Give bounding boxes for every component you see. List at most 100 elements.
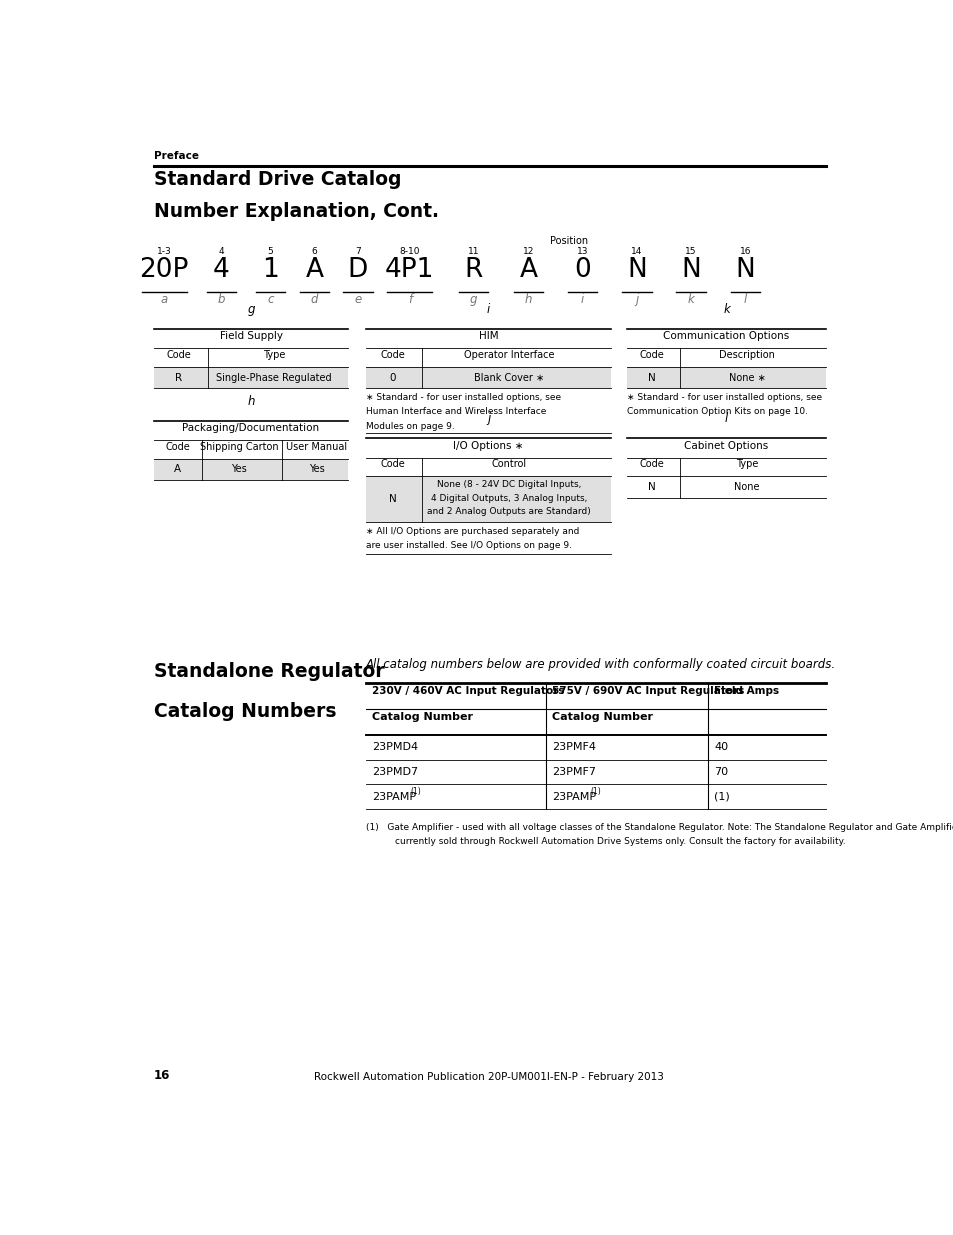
Text: Communication Options: Communication Options [662,331,789,341]
Text: Code: Code [639,459,663,469]
Text: k: k [687,293,694,306]
Text: e: e [354,293,361,306]
FancyBboxPatch shape [626,367,825,389]
Text: Packaging/Documentation: Packaging/Documentation [182,424,319,433]
Text: Type: Type [735,459,758,469]
Text: Standalone Regulator: Standalone Regulator [154,662,384,680]
Text: 23PMF7: 23PMF7 [551,767,595,777]
Text: 15: 15 [685,247,697,256]
Text: Cabinet Options: Cabinet Options [683,441,768,451]
Text: Type: Type [263,350,285,359]
Text: User Manual: User Manual [286,442,347,452]
Text: Catalog Numbers: Catalog Numbers [154,701,336,721]
FancyBboxPatch shape [154,458,348,480]
Text: Communication Option Kits on page 10.: Communication Option Kits on page 10. [626,408,807,416]
Text: D: D [348,257,368,283]
Text: g: g [469,293,476,306]
Text: Catalog Number: Catalog Number [551,711,652,721]
Text: Code: Code [167,350,192,359]
Text: Single-Phase Regulated: Single-Phase Regulated [216,373,332,383]
Text: R: R [175,373,182,383]
Text: Control: Control [491,459,526,469]
Text: All catalog numbers below are provided with conformally coated circuit boards.: All catalog numbers below are provided w… [365,658,835,671]
Text: i: i [486,303,490,316]
Text: None ∗: None ∗ [728,373,764,383]
Text: I/O Options ∗: I/O Options ∗ [453,441,523,451]
Text: N: N [680,257,700,283]
Text: l: l [743,293,746,306]
Text: 23PMF4: 23PMF4 [551,742,595,752]
Text: Code: Code [165,442,190,452]
Text: 40: 40 [714,742,728,752]
Text: 0: 0 [574,257,591,283]
Text: 23PAMP: 23PAMP [372,792,416,802]
Text: 11: 11 [467,247,478,256]
Text: 23PAMP: 23PAMP [551,792,596,802]
Text: Operator Interface: Operator Interface [463,350,554,359]
Text: 575V / 690V AC Input Regulators: 575V / 690V AC Input Regulators [551,685,743,695]
Text: N: N [626,257,646,283]
Text: k: k [722,303,729,316]
Text: h: h [524,293,532,306]
Text: l: l [724,412,727,425]
Text: (1): (1) [410,788,421,797]
Text: 4: 4 [218,247,224,256]
Text: Code: Code [380,459,405,469]
FancyBboxPatch shape [154,367,348,389]
Text: j: j [635,293,638,306]
Text: N: N [389,494,396,504]
Text: None: None [734,482,759,492]
Text: Code: Code [639,350,663,359]
Text: 16: 16 [154,1070,171,1082]
Text: Rockwell Automation Publication 20P-UM001I-EN-P - February 2013: Rockwell Automation Publication 20P-UM00… [314,1072,663,1082]
Text: 1: 1 [262,257,278,283]
Text: Human Interface and Wireless Interface: Human Interface and Wireless Interface [365,408,545,416]
Text: 1-3: 1-3 [156,247,172,256]
Text: 6: 6 [312,247,317,256]
Text: 70: 70 [714,767,728,777]
Text: A: A [518,257,537,283]
Text: Modules on page 9.: Modules on page 9. [365,421,454,431]
Text: 0: 0 [389,373,395,383]
Text: Blank Cover ∗: Blank Cover ∗ [474,373,543,383]
Text: Shipping Carton: Shipping Carton [200,442,278,452]
Text: Field Supply: Field Supply [219,331,282,341]
Text: and 2 Analog Outputs are Standard): and 2 Analog Outputs are Standard) [427,508,590,516]
Text: 14: 14 [631,247,642,256]
Text: ∗ Standard - for user installed options, see: ∗ Standard - for user installed options,… [626,393,821,403]
Text: (1): (1) [714,792,729,802]
Text: 13: 13 [577,247,588,256]
Text: 4: 4 [213,257,230,283]
Text: a: a [160,293,168,306]
Text: N: N [647,482,655,492]
FancyBboxPatch shape [365,367,611,389]
Text: 7: 7 [355,247,360,256]
Text: j: j [486,412,490,425]
Text: 23PMD4: 23PMD4 [372,742,417,752]
Text: None (8 - 24V DC Digital Inputs,: None (8 - 24V DC Digital Inputs, [436,480,580,489]
Text: A: A [305,257,323,283]
FancyBboxPatch shape [365,477,611,522]
Text: N: N [647,373,655,383]
Text: f: f [407,293,412,306]
Text: R: R [464,257,482,283]
Text: HIM: HIM [478,331,497,341]
Text: A: A [173,464,181,474]
Text: Field Amps: Field Amps [714,685,779,695]
Text: 5: 5 [267,247,273,256]
Text: 16: 16 [739,247,750,256]
Text: d: d [311,293,318,306]
Text: 20P: 20P [139,257,189,283]
Text: c: c [267,293,274,306]
Text: h: h [247,395,254,408]
Text: 4P1: 4P1 [385,257,435,283]
Text: N: N [735,257,755,283]
Text: 230V / 460V AC Input Regulators: 230V / 460V AC Input Regulators [372,685,564,695]
Text: ∗ All I/O Options are purchased separately and: ∗ All I/O Options are purchased separate… [365,527,578,536]
Text: Position: Position [549,236,587,246]
Text: ∗ Standard - for user installed options, see: ∗ Standard - for user installed options,… [365,393,560,403]
Text: Standard Drive Catalog: Standard Drive Catalog [154,170,401,189]
Text: currently sold through Rockwell Automation Drive Systems only. Consult the facto: currently sold through Rockwell Automati… [395,837,845,846]
Text: 23PMD7: 23PMD7 [372,767,417,777]
Text: (1)   Gate Amplifier - used with all voltage classes of the Standalone Regulator: (1) Gate Amplifier - used with all volta… [365,823,953,831]
